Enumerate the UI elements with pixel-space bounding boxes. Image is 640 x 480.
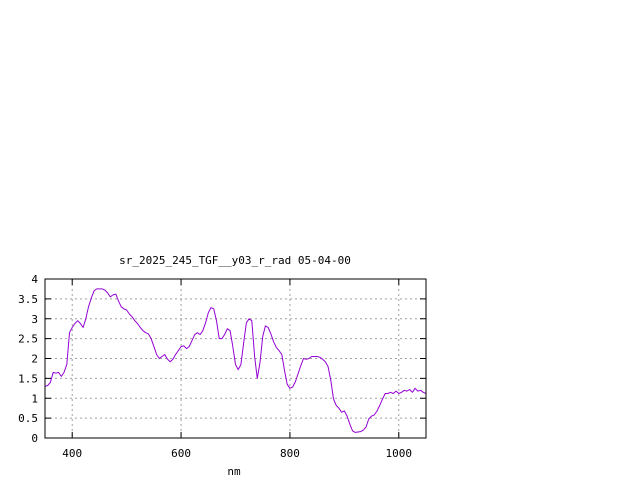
x-tick-label: 400 <box>62 447 82 460</box>
y-tick-label: 2 <box>31 353 38 366</box>
plot-frame <box>44 278 427 439</box>
y-tick-label: 2.5 <box>18 333 38 346</box>
series-lines <box>44 288 427 433</box>
x-axis-label: nm <box>227 465 241 478</box>
x-tick-label: 600 <box>171 447 191 460</box>
grid-lines <box>45 279 426 438</box>
y-tick-label: 4 <box>31 273 38 286</box>
y-tick-label: 3.5 <box>18 293 38 306</box>
x-tick-label: 800 <box>280 447 300 460</box>
y-tick-label: 3 <box>31 313 38 326</box>
y-tick-label: 0 <box>31 432 38 445</box>
x-tick-labels: 400 600 800 1000 <box>62 447 412 460</box>
y-tick-label: 1 <box>31 392 38 405</box>
chart-title: sr_2025_245_TGF__y03_r_rad 05-04-00 <box>119 254 351 267</box>
y-tick-label: 0.5 <box>18 412 38 425</box>
y-tick-labels: 0 0.5 1 1.5 2 2.5 3 3.5 4 <box>18 273 38 445</box>
series-line <box>44 288 427 433</box>
y-tick-label: 1.5 <box>18 372 38 385</box>
x-tick-label: 1000 <box>386 447 413 460</box>
